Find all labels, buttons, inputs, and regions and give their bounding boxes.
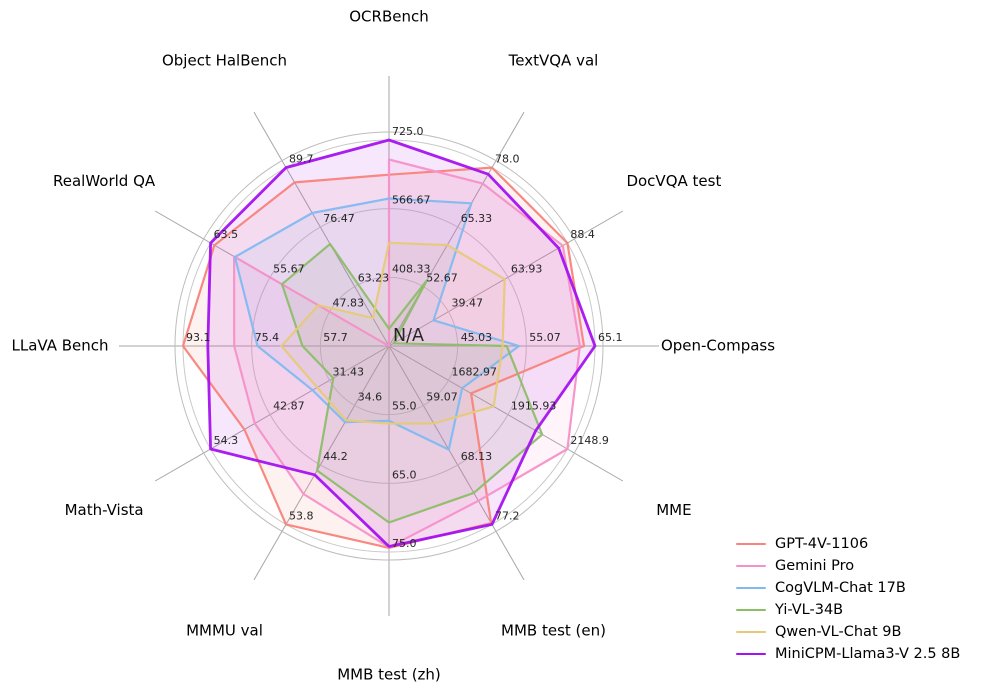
axis-title-textvqa-val: TextVQA val [508,52,599,70]
tick-label-ocrbench-3: 725.0 [392,125,424,138]
radar-area-gpt-4v-1106 [183,167,584,548]
tick-label-object-halbench-2: 76.47 [323,212,355,225]
axis-spoke-docvqa-test [388,210,624,347]
tick-label-mmmu-val-1: 34.6 [358,391,383,404]
legend-label-gemini-pro: Gemini Pro [775,558,855,574]
radar-line-qwen-vl-chat-9b [280,241,506,425]
tick-label-open-compass-2: 55.07 [529,331,561,344]
legend-label-minicpm-llama3-v-2-5-8b: MiniCPM-Llama3-V 2.5 8B [775,646,961,662]
legend-label-qwen-vl-chat-9b: Qwen-VL-Chat 9B [775,624,902,640]
axis-spoke-mme [388,345,624,482]
axis-title-mme: MME [656,501,691,519]
tick-label-mme-1: 1682.97 [452,365,498,378]
tick-label-llava-bench-3: 93.1 [186,331,211,344]
tick-label-mmb-test-en-2: 68.13 [461,450,493,463]
legend-label-gpt-4v-1106: GPT-4V-1106 [775,536,869,552]
tick-label-open-compass-3: 65.1 [598,331,623,344]
tick-label-math-vista-3: 54.3 [214,434,239,447]
axis-title-ocrbench: OCRBench [349,8,428,26]
radar-area-yi-vl-34b [282,244,543,523]
center-na-label: N/A [393,326,424,346]
axis-title-mmb-test-en: MMB test (en) [501,621,606,639]
axis-title-mmb-test-zh: MMB test (zh) [337,666,441,684]
legend-item-gpt-4v-1106: GPT-4V-1106 [736,536,960,552]
legend-swatch-minicpm-llama3-v-2-5-8b [736,653,766,655]
radar-line-minicpm-llama3-v-2-5-8b [206,138,597,548]
tick-label-realworld-qa-2: 55.67 [273,262,305,275]
tick-label-textvqa-val-3: 78.0 [495,153,520,166]
tick-label-mmb-test-zh-1: 55.0 [392,400,417,413]
axis-title-mmmu-val: MMMU val [186,621,263,639]
legend-item-gemini-pro: Gemini Pro [736,558,960,574]
axis-title-realworld-qa: RealWorld QA [53,172,156,190]
tick-label-mmb-test-en-1: 59.07 [426,391,458,404]
radar-line-cogvlm-chat-17b [233,197,521,451]
tick-label-realworld-qa-3: 63.5 [214,228,239,241]
tick-label-object-halbench-1: 63.23 [358,272,390,285]
tick-label-realworld-qa-1: 47.83 [333,297,365,310]
legend: GPT-4V-1106 Gemini Pro CogVLM-Chat 17B Yi-V… [736,536,960,662]
legend-label-yi-vl-34b: Yi-VL-34B [775,602,844,618]
tick-label-mmmu-val-2: 44.2 [323,450,348,463]
legend-swatch-gemini-pro [736,565,766,567]
legend-item-qwen-vl-chat-9b: Qwen-VL-Chat 9B [736,624,960,640]
tick-label-ocrbench-2: 566.67 [392,194,431,207]
legend-swatch-cogvlm-chat-17b [736,587,766,589]
axis-spoke-mmmu-val [253,345,390,581]
axis-spoke-mmb-test-en [388,345,525,581]
legend-swatch-yi-vl-34b [736,609,766,611]
legend-swatch-gpt-4v-1106 [736,543,766,545]
tick-label-textvqa-val-2: 65.33 [461,212,493,225]
tick-label-llava-bench-1: 57.7 [323,331,348,344]
tick-label-ocrbench-1: 408.33 [392,262,431,275]
axis-spoke-math-vista [154,345,390,482]
axis-title-object-halbench: Object HalBench [162,52,287,70]
radar-area-qwen-vl-chat-9b [281,242,505,424]
tick-label-docvqa-test-3: 88.4 [570,228,595,241]
legend-item-yi-vl-34b: Yi-VL-34B [736,602,960,618]
tick-label-math-vista-1: 31.43 [333,365,365,378]
axis-title-open-compass: Open-Compass [661,337,775,355]
tick-label-llava-bench-2: 75.4 [255,331,280,344]
tick-label-mmb-test-zh-3: 75.0 [392,537,417,550]
tick-label-textvqa-val-1: 52.67 [426,272,458,285]
tick-label-mme-3: 2148.9 [570,434,609,447]
tick-label-object-halbench-3: 89.7 [289,153,314,166]
radar-area-cogvlm-chat-17b [234,198,519,450]
labels: 408.33 566.67 725.0 OCRBench 52.67 65.33 78.0 T… [11,8,775,684]
tick-label-open-compass-1: 45.03 [461,331,493,344]
tick-label-docvqa-test-1: 39.47 [452,297,484,310]
tick-label-mme-2: 1915.93 [511,400,557,413]
axis-title-math-vista: Math-Vista [65,501,144,519]
radar-line-yi-vl-34b [280,242,544,524]
axis-spoke-object-halbench [253,111,390,347]
tick-label-mmb-test-zh-2: 65.0 [392,468,417,481]
axis-title-docvqa-test: DocVQA test [626,172,721,190]
tick-label-docvqa-test-2: 63.93 [511,262,543,275]
legend-item-cogvlm-chat-17b: CogVLM-Chat 17B [736,580,960,596]
tick-label-mmb-test-en-3: 77.2 [495,509,520,522]
legend-item-minicpm-llama3-v-2-5-8b: MiniCPM-Llama3-V 2.5 8B [736,646,960,662]
tick-label-mmmu-val-3: 53.8 [289,509,314,522]
series-lines [181,138,597,549]
legend-swatch-qwen-vl-chat-9b [736,631,766,633]
tick-label-math-vista-2: 42.87 [273,400,305,413]
axis-title-llava-bench: LLaVA Bench [11,337,108,355]
axis-spoke-textvqa-val [388,111,525,347]
polar-spine [174,131,604,561]
legend-label-cogvlm-chat-17b: CogVLM-Chat 17B [775,580,906,596]
